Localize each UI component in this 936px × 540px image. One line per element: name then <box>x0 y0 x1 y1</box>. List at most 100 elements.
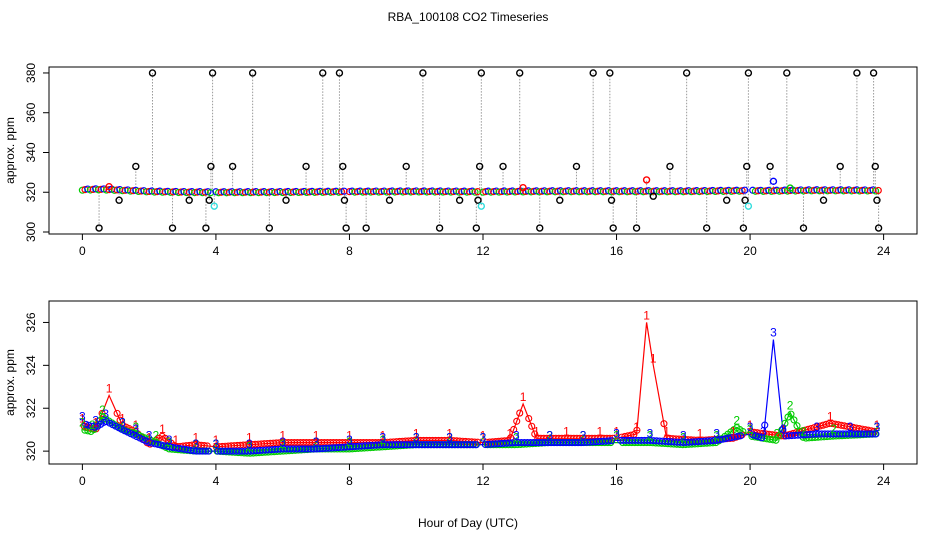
x-tick-label: 24 <box>877 474 891 488</box>
baseline-point <box>794 186 802 195</box>
x-tick-label: 16 <box>610 474 624 488</box>
outlier-point-black <box>606 69 614 77</box>
x-tick-label: 8 <box>346 474 353 488</box>
series-label-3: 3 <box>166 433 173 447</box>
baseline-point <box>442 187 450 196</box>
series-label-1: 1 <box>159 422 166 436</box>
outlier-point-black <box>455 196 464 204</box>
baseline-point <box>161 188 169 196</box>
baseline-point <box>514 187 522 196</box>
y-tick-label: 340 <box>24 142 38 162</box>
baseline-point <box>289 188 297 196</box>
baseline-point <box>393 187 402 196</box>
baseline-point <box>281 188 289 196</box>
baseline-point <box>193 188 201 196</box>
series-label-2: 2 <box>246 439 253 453</box>
outlier-point-black <box>207 162 215 171</box>
baseline-point <box>265 188 273 196</box>
baseline-point <box>554 187 562 195</box>
outlier-point-black <box>871 162 879 171</box>
series-label-1: 1 <box>146 431 153 445</box>
series-label-1: 1 <box>132 418 139 432</box>
series-label-3: 3 <box>92 414 99 428</box>
outlier-point-black <box>874 224 883 232</box>
series-label-2: 2 <box>99 403 106 417</box>
series-label-3: 3 <box>119 416 126 430</box>
outlier-point-black <box>723 196 731 204</box>
outlier-point-red <box>519 183 527 192</box>
outlier-point-black <box>472 224 481 232</box>
series-point-3 <box>82 420 90 428</box>
outlier-point-black <box>402 162 410 171</box>
baseline-point <box>762 187 770 195</box>
outlier-point-black <box>208 69 217 77</box>
outlier-point-black <box>282 196 290 204</box>
outlier-point-black <box>362 224 370 232</box>
outlier-point-black <box>572 162 581 171</box>
baseline-point <box>321 188 330 196</box>
baseline-point <box>706 187 714 195</box>
series-point-1 <box>513 417 521 425</box>
outlier-point-black <box>819 196 828 204</box>
series-label-2: 2 <box>346 435 353 449</box>
top-panel-scatter: 0 4 8 12 16 20 24 300 320 340 360 380 approx. ppm <box>3 63 918 258</box>
outlier-point-black <box>340 196 349 204</box>
baseline-point <box>89 185 97 194</box>
baseline-point <box>329 188 338 196</box>
baseline-point <box>337 188 346 196</box>
outlier-point-black <box>228 162 237 171</box>
series-label-3: 3 <box>313 435 320 449</box>
baseline-point <box>858 186 866 195</box>
outlier-point-black <box>339 162 347 171</box>
series-label-2: 2 <box>580 429 587 443</box>
baseline-point <box>698 187 706 195</box>
outlier-point-black <box>666 162 674 171</box>
series-label-3: 3 <box>770 326 777 340</box>
baseline-point <box>466 188 474 196</box>
baseline-point <box>874 186 882 195</box>
outlier-point-black <box>335 69 344 77</box>
outlier-point-black <box>609 224 617 232</box>
outlier-point-black <box>682 69 691 77</box>
y-tick-label: 326 <box>24 312 38 332</box>
outlier-point-black <box>783 69 791 77</box>
outlier-point-black <box>385 196 394 204</box>
baseline-point <box>401 187 410 196</box>
series-label-2: 2 <box>830 422 837 436</box>
x-tick-label: 20 <box>743 474 757 488</box>
baseline-point <box>850 186 858 194</box>
x-tick-label: 0 <box>79 244 86 258</box>
x-tick-label: 12 <box>476 244 490 258</box>
series-label-2: 2 <box>166 435 173 449</box>
outlier-point-black <box>589 69 597 77</box>
baseline-point <box>730 187 738 195</box>
y-axis-label: approx. ppm <box>3 349 17 416</box>
y-axis-label: approx. ppm <box>3 117 17 184</box>
series-label-2: 2 <box>713 429 720 443</box>
series-label-2: 2 <box>680 431 687 445</box>
baseline-point <box>506 187 514 196</box>
chart-title: RBA_100108 CO2 Timeseries <box>388 10 549 24</box>
baseline-point <box>826 186 834 194</box>
series-label-1: 1 <box>827 409 834 423</box>
series-label-1: 1 <box>106 381 113 395</box>
series-label-3: 3 <box>680 429 687 443</box>
series-label-1: 1 <box>780 422 787 436</box>
baseline-point <box>425 187 434 196</box>
baseline-point <box>105 186 113 194</box>
series-label-2: 2 <box>132 420 139 434</box>
series-label-1: 1 <box>533 424 540 438</box>
x-tick-label: 16 <box>610 244 624 258</box>
series-label-2: 2 <box>513 431 520 445</box>
baseline-point <box>305 188 313 196</box>
series-label-3: 3 <box>279 435 286 449</box>
series-label-2: 2 <box>647 429 654 443</box>
series-label-1: 1 <box>79 411 86 425</box>
baseline-point <box>490 187 498 196</box>
baseline-point <box>482 188 490 196</box>
series-label-1: 1 <box>613 424 620 438</box>
series-label-1: 1 <box>520 390 527 404</box>
baseline-point <box>145 187 153 196</box>
baseline-point <box>471 188 479 196</box>
series-point-3 <box>761 421 769 429</box>
